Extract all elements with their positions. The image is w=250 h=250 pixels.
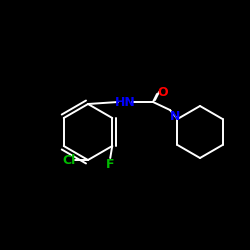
Text: HN: HN	[114, 96, 136, 108]
Text: F: F	[106, 158, 114, 170]
Text: Cl: Cl	[62, 154, 76, 166]
Text: N: N	[170, 110, 181, 124]
Text: O: O	[158, 86, 168, 98]
